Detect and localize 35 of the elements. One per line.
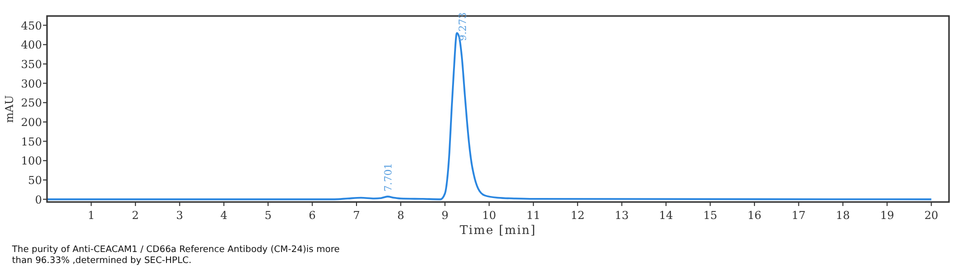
x-tick-label: 9	[441, 209, 448, 222]
x-tick-label: 6	[308, 209, 316, 222]
x-tick-label: 7	[353, 209, 360, 222]
x-tick-label: 17	[792, 209, 806, 222]
y-tick-label: 100	[21, 154, 42, 168]
y-tick-label: 0	[35, 193, 42, 206]
y-tick-label: 300	[21, 77, 42, 90]
text: The purity of Anti-CEACAM1 / CD66a Reference Antibody (CM-24)is more than 96.33% ,determined by SEC-HPLC.	[11, 245, 340, 266]
x-tick-label: 18	[836, 209, 850, 222]
y-tick-label: 350	[21, 58, 42, 71]
x-tick-label: 12	[570, 209, 585, 222]
y-tick-label: 400	[21, 38, 42, 52]
x-tick-label: 15	[703, 209, 718, 222]
x-tick-label: 1	[88, 209, 95, 222]
y-tick-label: 450	[21, 19, 42, 32]
x-tick-label: 10	[482, 209, 496, 222]
x-tick-label: 8	[397, 209, 404, 222]
x-tick-label: 19	[880, 209, 894, 222]
y-tick-label: 150	[21, 135, 42, 148]
x-tick-label: 20	[924, 209, 938, 222]
x-tick-label: 5	[264, 209, 272, 222]
y-axis-title: mAU	[3, 95, 16, 123]
x-tick-label: 3	[176, 209, 184, 222]
y-tick-label: 200	[21, 116, 42, 129]
y-tick-label: 250	[21, 96, 42, 110]
x-tick-label: 11	[526, 209, 540, 222]
x-tick-label: 2	[132, 209, 139, 222]
annotation: 7.701	[384, 162, 395, 192]
annotation: 9.273	[458, 12, 470, 42]
x-tick-label: 16	[747, 209, 762, 222]
x-tick-label: 4	[220, 209, 228, 222]
x-tick-label: 13	[614, 209, 629, 222]
x-axis-title: Time [min]	[460, 223, 536, 237]
y-tick-label: 50	[28, 174, 42, 187]
x-tick-label: 14	[659, 209, 674, 222]
